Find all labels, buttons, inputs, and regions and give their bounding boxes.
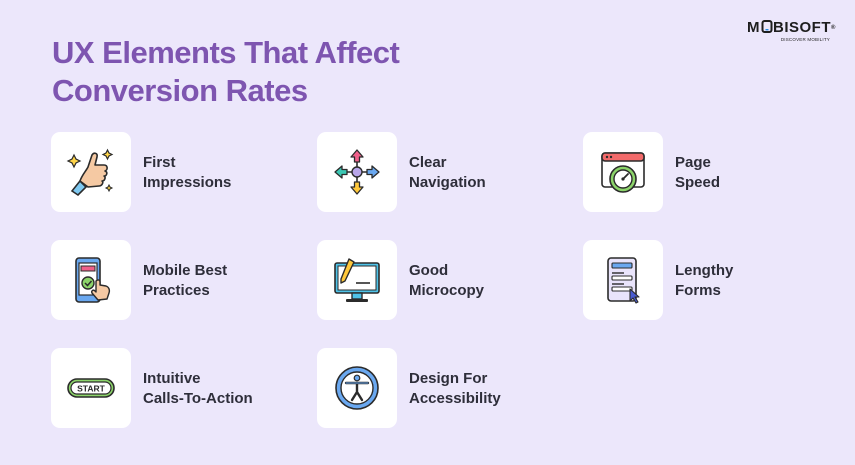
icon-card: START: [51, 348, 131, 428]
form-cursor-icon: [607, 257, 640, 304]
item-label: First Impressions: [143, 154, 232, 191]
monitor-pencil-icon: [334, 258, 380, 302]
item-label: Lengthy Forms: [675, 262, 734, 299]
thumbs-up-icon: [66, 148, 114, 197]
page-title: UX Elements That Affect Conversion Rates: [52, 34, 400, 110]
item-clear-navigation: Clear Navigation: [317, 132, 567, 212]
brand-logo: M BISOFT® DISCOVER MOBILITY: [747, 20, 842, 46]
icon-card: [317, 132, 397, 212]
item-label: Clear Navigation: [409, 154, 486, 191]
item-label: Good Microcopy: [409, 262, 485, 299]
item-label: Design For Accessibility: [409, 370, 501, 407]
icon-card: [51, 240, 131, 320]
title-line-1: UX Elements That Affect: [52, 35, 400, 70]
phone-o-icon: [761, 20, 772, 33]
item-label: Intuitive Calls-To-Action: [143, 370, 253, 407]
arrows-navigation-icon: [334, 149, 380, 195]
accessibility-icon: [335, 366, 379, 410]
item-good-microcopy: Good Microcopy: [317, 240, 567, 320]
brand-tagline: DISCOVER MOBILITY: [780, 37, 830, 42]
item-lengthy-forms: Lengthy Forms: [583, 240, 833, 320]
item-page-speed: Page Speed: [583, 132, 833, 212]
icon-card: [317, 348, 397, 428]
icon-card: [51, 132, 131, 212]
item-intuitive-ctas: START Intuitive Calls-To-Action: [51, 348, 301, 428]
svg-text:START: START: [77, 383, 106, 393]
icon-card: [583, 240, 663, 320]
item-mobile-best-practices: Mobile Best Practices: [51, 240, 301, 320]
icon-card: [583, 132, 663, 212]
item-label: Mobile Best Practices: [143, 262, 228, 299]
item-first-impressions: First Impressions: [51, 132, 301, 212]
brand-name: M BISOFT®: [747, 19, 836, 36]
title-line-2: Conversion Rates: [52, 73, 308, 108]
icon-card: [317, 240, 397, 320]
start-button-icon: START: [67, 378, 115, 398]
item-design-for-accessibility: Design For Accessibility: [317, 348, 567, 428]
item-label: Page Speed: [675, 154, 721, 191]
speedometer-icon: [601, 152, 645, 193]
mobile-tap-icon: [75, 257, 111, 303]
